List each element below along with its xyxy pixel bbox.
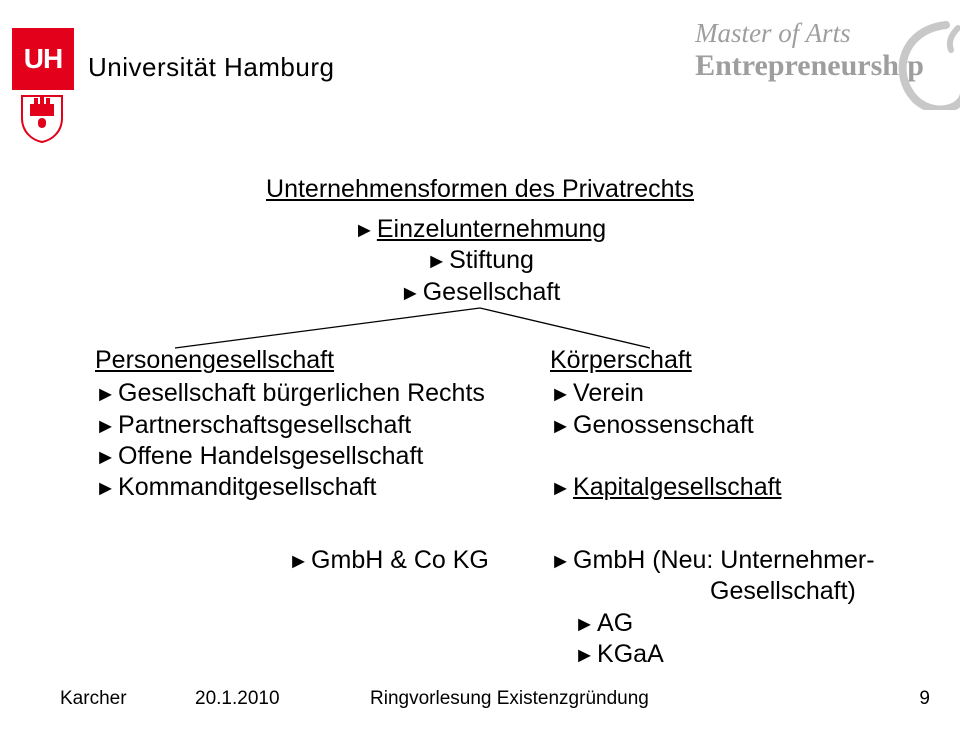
university-name: Universität Hamburg: [88, 52, 334, 83]
center-item-label: Stiftung: [449, 246, 534, 274]
left-item-label: Kommanditgesellschaft: [118, 473, 376, 501]
header: UH Universität Hamburg Master of Arts En…: [0, 0, 960, 105]
right-kapital: Kapitalgesellschaft: [550, 472, 910, 503]
right-item-label: Genossenschaft: [573, 411, 754, 439]
uhh-logo: UH: [12, 28, 74, 90]
slide-title: Unternehmensformen des Privatrechts: [0, 175, 960, 204]
bottom-right-kgaa: KGaA: [597, 640, 664, 668]
left-item: Partnerschaftsgesellschaft: [95, 410, 505, 441]
e-swoosh-icon: [896, 20, 960, 110]
center-item: Stiftung: [0, 245, 960, 276]
program-line1: Master of Arts: [695, 18, 924, 49]
bottom-left-label: GmbH & Co KG: [311, 546, 489, 574]
program-line2: Entrepreneurship: [695, 49, 924, 83]
center-item-label: Einzelunternehmung: [377, 215, 606, 243]
bottom-right-ag: AG: [597, 609, 633, 637]
right-column: Körperschaft Verein Genossenschaft Kapit…: [550, 345, 910, 503]
left-item: Gesellschaft bürgerlichen Rechts: [95, 378, 505, 409]
left-item: Offene Handelsgesellschaft: [95, 441, 505, 472]
bottom-right-item: AG: [550, 608, 875, 639]
center-list: Einzelunternehmung Stiftung Gesellschaft: [0, 214, 960, 308]
spacer: [550, 441, 910, 472]
right-item: Verein: [550, 378, 910, 409]
bottom-right-gmbh-sub: Gesellschaft): [550, 576, 875, 607]
center-item: Einzelunternehmung: [0, 214, 960, 245]
hamburg-crest-icon: [20, 94, 64, 144]
bottom-right: GmbH (Neu: Unternehmer- Gesellschaft) AG…: [550, 545, 875, 670]
bottom-right-item: KGaA: [550, 639, 875, 670]
bottom-right-item: GmbH (Neu: Unternehmer-: [550, 545, 875, 576]
right-heading: Körperschaft: [550, 345, 910, 376]
slide: UH Universität Hamburg Master of Arts En…: [0, 0, 960, 730]
footer-author: Karcher: [60, 688, 127, 710]
right-item-label: Verein: [573, 379, 644, 407]
left-item-label: Partnerschaftsgesellschaft: [118, 411, 411, 439]
left-item-label: Gesellschaft bürgerlichen Rechts: [118, 379, 485, 407]
footer-title: Ringvorlesung Existenzgründung: [370, 688, 649, 710]
right-item: Genossenschaft: [550, 410, 910, 441]
bottom-left: GmbH & Co KG: [288, 545, 489, 576]
left-item: Kommanditgesellschaft: [95, 472, 505, 503]
right-kapital-label: Kapitalgesellschaft: [573, 473, 781, 501]
program-name: Master of Arts Entrepreneurship: [695, 18, 924, 83]
bottom-right-gmbh: GmbH (Neu: Unternehmer-: [573, 546, 874, 574]
page-number: 9: [919, 688, 930, 710]
center-item-label: Gesellschaft: [423, 278, 561, 306]
left-column: Personengesellschaft Gesellschaft bürger…: [95, 345, 505, 503]
footer-date: 20.1.2010: [195, 688, 280, 710]
bottom-left-item: GmbH & Co KG: [288, 546, 489, 574]
left-heading: Personengesellschaft: [95, 345, 505, 376]
center-item: Gesellschaft: [0, 277, 960, 308]
left-item-label: Offene Handelsgesellschaft: [118, 442, 423, 470]
uhh-logo-text: UH: [24, 43, 62, 75]
